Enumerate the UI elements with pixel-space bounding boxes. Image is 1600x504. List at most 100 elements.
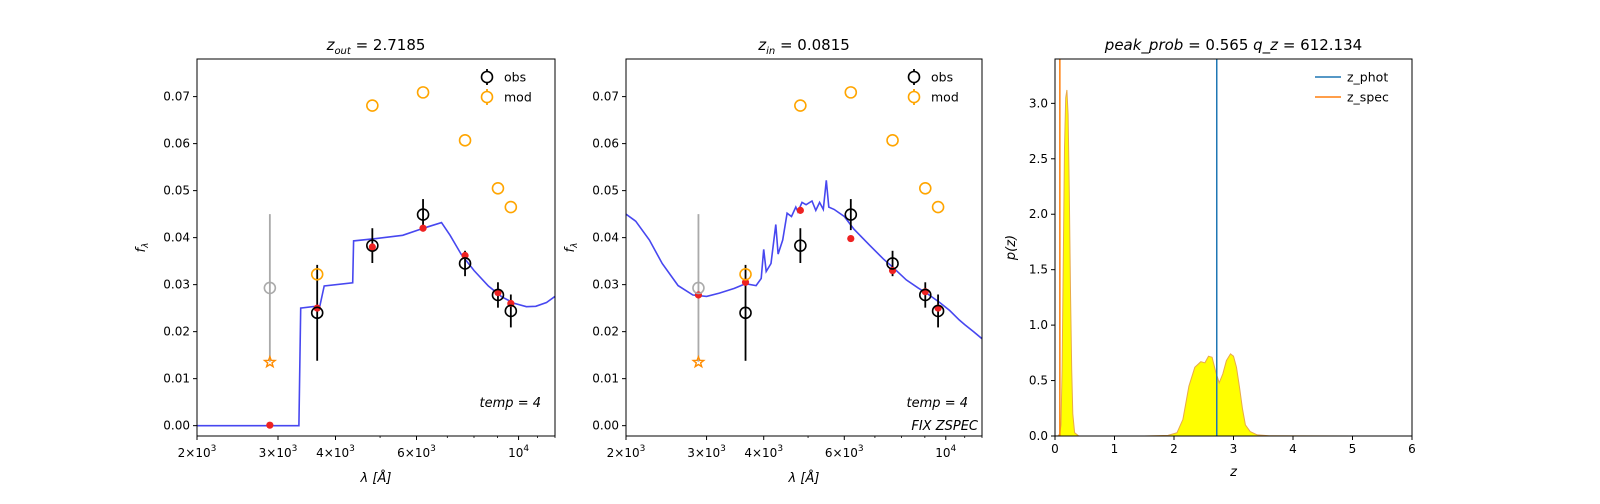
- mod-point: [844, 86, 858, 99]
- obs-point: [739, 306, 752, 320]
- y-tick-label: 0.0: [1029, 429, 1048, 443]
- mod-point: [416, 86, 430, 99]
- title-value: = 0.0815: [775, 36, 850, 54]
- panel-title: zin = 0.0815: [757, 36, 850, 57]
- x-tick-label: 1: [1111, 442, 1119, 456]
- x-tick-mantissa: 3×10: [687, 446, 720, 460]
- x-tick-label: 6×103: [825, 444, 864, 460]
- y-label-subscript: λ: [141, 243, 151, 249]
- legend-marker: [480, 90, 494, 104]
- x-axis-label: λ [Å]: [788, 470, 820, 486]
- x-label-symbol: λ [: [360, 471, 379, 486]
- x-tick-mantissa: 4×10: [316, 446, 349, 460]
- x-label-unit: Å: [376, 470, 386, 486]
- x-label-end: ]: [385, 471, 391, 486]
- y-tick-label: 2.5: [1029, 152, 1048, 166]
- model-phot-point: [494, 289, 502, 297]
- y-label-subscript: λ: [570, 243, 580, 249]
- faded-obs-point: [263, 281, 277, 295]
- template-annotation: temp = 4: [480, 396, 541, 411]
- panel-title: zout = 2.7185: [326, 36, 426, 57]
- obs-point: [416, 208, 430, 221]
- title-subscript: out: [334, 46, 351, 57]
- obs-point: [491, 288, 505, 302]
- title-peak-prob-symbol: peak_prob: [1104, 36, 1184, 55]
- x-tick-label: 4×103: [316, 444, 355, 460]
- obs-point: [366, 239, 379, 252]
- x-tick-label: 2: [1170, 442, 1178, 456]
- y-tick-label: 0.5: [1029, 374, 1048, 388]
- x-tick-exponent: 4: [523, 444, 529, 454]
- model-phot-point: [461, 251, 469, 260]
- star-marker: [691, 354, 706, 369]
- obs-point: [794, 239, 807, 252]
- x-tick-mantissa: 3×10: [259, 446, 292, 460]
- model-phot-point: [741, 278, 750, 286]
- y-tick-label: 1.0: [1029, 318, 1048, 332]
- obs-point: [931, 304, 945, 318]
- star-marker: [262, 354, 278, 369]
- x-tick-mantissa: 6×10: [825, 446, 858, 460]
- x-tick-label: 3×103: [259, 444, 298, 460]
- y-tick-label: 0.05: [592, 184, 619, 198]
- legend-label: z_spec: [1347, 90, 1389, 105]
- mod-point: [310, 267, 324, 281]
- x-tick-label: 104: [508, 444, 529, 460]
- panel-title: peak_prob = 0.565 q_z = 612.134: [1104, 36, 1362, 55]
- mod-point: [794, 99, 807, 112]
- legend-label: obs: [504, 70, 526, 85]
- axes-frame: [196, 58, 556, 437]
- x-tick-label: 4×103: [744, 444, 783, 460]
- model-phot-point: [368, 243, 376, 251]
- y-tick-label: 2.0: [1029, 207, 1048, 221]
- title-subscript: in: [766, 46, 775, 57]
- x-tick-exponent: 3: [858, 444, 864, 454]
- sed-panel-zout: 0.000.010.020.030.040.050.060.072×103 3×1…: [134, 36, 556, 486]
- x-axis-label: z: [1229, 465, 1238, 480]
- y-label-symbol: f: [563, 245, 578, 252]
- sed-panel-zin: 0.000.010.020.030.040.050.060.072×103 3×1…: [563, 36, 983, 486]
- y-tick-label: 0.00: [592, 419, 619, 433]
- title-peak-prob-value: = 0.565: [1183, 36, 1253, 54]
- y-axis-label: p(z): [1004, 235, 1019, 261]
- x-tick-label: 4: [1289, 442, 1297, 456]
- y-tick-label: 0.01: [163, 372, 190, 386]
- template-sed-line: [197, 221, 555, 427]
- y-tick-label: 0.02: [163, 325, 190, 339]
- legend-label: mod: [931, 90, 959, 105]
- x-tick-label: 0: [1051, 442, 1059, 456]
- x-tick-label: 5: [1349, 442, 1357, 456]
- x-tick-exponent: 3: [349, 444, 355, 454]
- x-axis-label: λ [Å]: [360, 470, 392, 486]
- y-tick-label: 0.06: [163, 137, 190, 151]
- pz-panel: 0.0 0.5 1.0 1.5 2.0 2.5 3.0 0 1 2 3 4 5 6 peak_prob = …: [1004, 36, 1416, 480]
- y-tick-label: 0.04: [592, 231, 619, 245]
- template-sed-line: [626, 180, 982, 340]
- model-phot-point: [847, 234, 855, 243]
- model-phot-point: [796, 206, 804, 214]
- y-tick-label: 0.07: [592, 90, 619, 104]
- x-tick-mantissa: 10: [935, 446, 950, 460]
- axes-frame: [625, 58, 983, 437]
- legend-marker: [907, 90, 921, 104]
- y-label-symbol: f: [134, 245, 149, 252]
- y-axis-label: fλ: [134, 243, 151, 253]
- x-tick-mantissa: 4×10: [744, 446, 777, 460]
- legend-marker: [480, 70, 494, 84]
- obs-point: [844, 208, 858, 221]
- obs-point: [886, 257, 899, 270]
- x-label-unit: Å: [804, 470, 814, 486]
- legend-label: obs: [931, 70, 953, 85]
- faded-obs-point: [692, 281, 705, 295]
- y-tick-label: 0.02: [592, 325, 619, 339]
- y-tick-label: 0.03: [592, 278, 619, 292]
- legend-marker: [907, 70, 921, 84]
- x-tick-exponent: 3: [292, 444, 298, 454]
- x-tick-label: 3×103: [687, 444, 726, 460]
- x-tick-label: 3: [1230, 442, 1238, 456]
- mod-point: [504, 200, 518, 214]
- y-tick-label: 0.05: [163, 184, 190, 198]
- y-tick-label: 0.06: [592, 137, 619, 151]
- title-value: = 2.7185: [351, 36, 426, 54]
- legend-label: z_phot: [1347, 70, 1388, 85]
